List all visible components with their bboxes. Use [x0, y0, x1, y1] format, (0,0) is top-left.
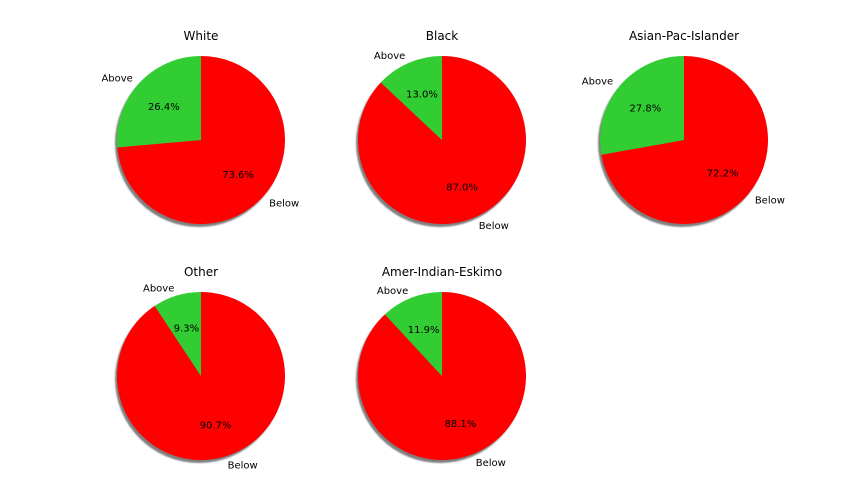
pie-chart-black: Black 87.0% Below 13.0% Above: [356, 29, 526, 232]
pie-slice-above: [116, 56, 201, 148]
chart-title: White: [184, 29, 219, 43]
slice-label: Below: [228, 460, 258, 471]
pct-label: 87.0%: [446, 182, 478, 193]
slice-label: Below: [269, 198, 299, 209]
pct-label: 26.4%: [148, 102, 180, 113]
chart-title: Other: [184, 265, 218, 279]
slice-label: Above: [143, 284, 174, 295]
pct-label: 11.9%: [408, 325, 440, 336]
slice-label: Below: [476, 458, 506, 469]
pct-label: 13.0%: [406, 90, 438, 101]
pie-slice-above: [599, 56, 684, 155]
pie-slice-below: [601, 56, 768, 224]
pie-slice-above: [384, 292, 442, 376]
pie-chart-other: Other 90.7% Below 9.3% Above: [115, 265, 285, 471]
slice-label: Above: [374, 51, 405, 62]
pie-chart-white: White 73.6% Below 26.4% Above: [101, 29, 299, 227]
chart-title: Black: [426, 29, 459, 43]
chart-title: Asian-Pac-Islander: [629, 29, 739, 43]
pie-chart-asian-pac-islander: Asian-Pac-Islander 72.2% Below 27.8% Above: [582, 29, 785, 227]
pie-slice-above: [380, 56, 442, 140]
pie-slice-below: [358, 292, 527, 460]
slice-label: Above: [377, 286, 408, 297]
pct-label: 73.6%: [222, 170, 254, 181]
pie-chart-amer-indian-eskimo: Amer-Indian-Eskimo 88.1% Below 11.9% Above: [356, 265, 527, 469]
slice-label: Below: [479, 221, 509, 232]
pct-label: 27.8%: [629, 104, 661, 115]
slice-label: Above: [101, 74, 132, 85]
pct-label: 88.1%: [445, 419, 477, 430]
pie-slice-above: [154, 292, 201, 376]
pct-label: 90.7%: [200, 420, 232, 431]
pie-slice-below: [117, 56, 286, 224]
slice-label: Below: [755, 195, 785, 206]
slice-label: Above: [582, 77, 613, 88]
pct-label: 9.3%: [174, 324, 199, 335]
chart-title: Amer-Indian-Eskimo: [382, 265, 502, 279]
pct-label: 72.2%: [707, 168, 739, 179]
